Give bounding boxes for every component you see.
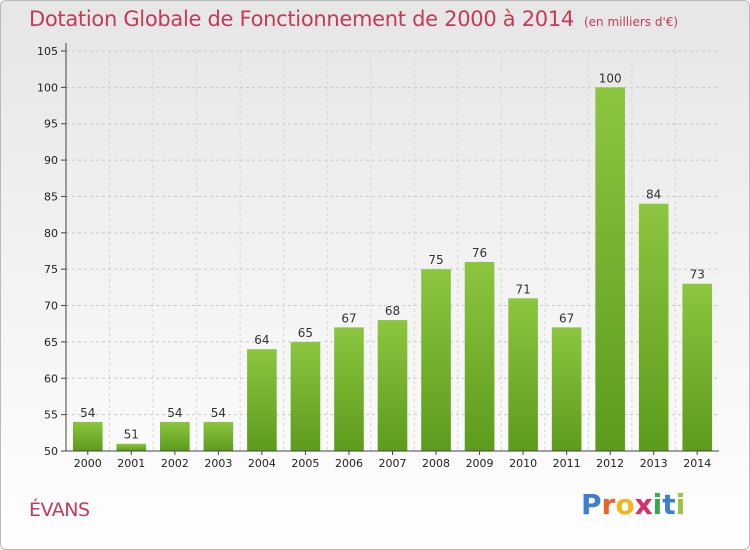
bar-value-label: 51 (124, 428, 139, 442)
y-tick-label: 65 (44, 336, 58, 349)
y-tick-label: 60 (44, 372, 58, 385)
bar (160, 421, 190, 451)
bar (464, 261, 495, 451)
x-tick-label: 2002 (161, 457, 189, 470)
bar (682, 283, 713, 451)
proxiti-logo[interactable]: Proxiti (581, 488, 685, 521)
y-tick-label: 55 (44, 409, 58, 422)
bar (638, 203, 669, 451)
x-tick-label: 2001 (117, 457, 145, 470)
x-tick-label: 2006 (335, 457, 363, 470)
commune-name: ÉVANS (29, 499, 90, 521)
bar-value-label: 71 (515, 282, 530, 296)
x-axis: 2000 2001 2002 2003 2004 2005 2006 2007 2008 2009… (66, 450, 719, 470)
bar (247, 349, 277, 451)
y-tick-label: 105 (37, 45, 58, 58)
logo-letter: o (615, 488, 635, 521)
chart-title-text: Dotation Globale de Fonctionnement de 20… (29, 7, 574, 31)
x-tick-label: 2014 (683, 457, 711, 470)
y-tick-label: 50 (44, 445, 58, 458)
logo-letter: x (634, 488, 653, 521)
bar-value-label: 75 (428, 253, 443, 267)
x-tick-label: 2013 (640, 457, 668, 470)
bar-value-label: 100 (599, 71, 622, 85)
bar (421, 269, 451, 451)
bar-value-label: 73 (690, 268, 705, 282)
x-tick-label: 2000 (74, 457, 102, 470)
y-axis: 50 55 60 65 70 75 80 85 90 95 100 105 (37, 43, 67, 458)
x-tick-label: 2004 (248, 457, 276, 470)
bar-value-label: 84 (646, 188, 661, 202)
x-tick-label: 2007 (379, 457, 407, 470)
bar (72, 421, 103, 451)
x-tick-label: 2003 (204, 457, 232, 470)
x-tick-label: 2009 (466, 457, 494, 470)
bar-value-label: 54 (211, 406, 226, 420)
bar (508, 298, 538, 451)
bar (334, 327, 364, 451)
y-tick-label: 75 (44, 263, 58, 276)
bar-value-label: 54 (80, 406, 95, 420)
bar-value-label: 54 (167, 406, 182, 420)
bar-value-label: 76 (472, 246, 487, 260)
bar-value-label: 65 (298, 326, 313, 340)
y-tick-label: 100 (37, 81, 58, 94)
bar (290, 341, 321, 451)
y-tick-label: 70 (44, 300, 58, 313)
bar (116, 443, 147, 451)
y-tick-label: 95 (44, 118, 58, 131)
y-tick-label: 80 (44, 227, 58, 240)
logo-letter: P (581, 488, 602, 521)
bar-value-label: 64 (254, 333, 269, 347)
chart-subtitle: (en milliers d'€) (583, 15, 679, 29)
logo-letter: r (601, 488, 616, 521)
x-tick-label: 2008 (422, 457, 450, 470)
x-tick-label: 2012 (596, 457, 624, 470)
y-tick-label: 90 (44, 154, 58, 167)
x-tick-label: 2011 (553, 457, 581, 470)
bar-value-label: 67 (341, 311, 356, 325)
bars-group: 54 51 54 54 64 65 67 68 75 76 71 67 100 84 73 (72, 71, 713, 451)
bar (595, 87, 625, 451)
logo-letter: i (652, 488, 663, 521)
bar (551, 327, 582, 451)
x-tick-label: 2010 (509, 457, 537, 470)
x-tick-label: 2005 (291, 457, 319, 470)
logo-letter: t (662, 488, 676, 521)
bar (203, 421, 234, 451)
bar-value-label: 67 (559, 311, 574, 325)
chart-title: Dotation Globale de Fonctionnement de 20… (29, 7, 678, 31)
bar (377, 320, 408, 451)
y-tick-label: 85 (44, 190, 58, 203)
logo-letter: i (675, 488, 686, 521)
bar-value-label: 68 (385, 304, 400, 318)
